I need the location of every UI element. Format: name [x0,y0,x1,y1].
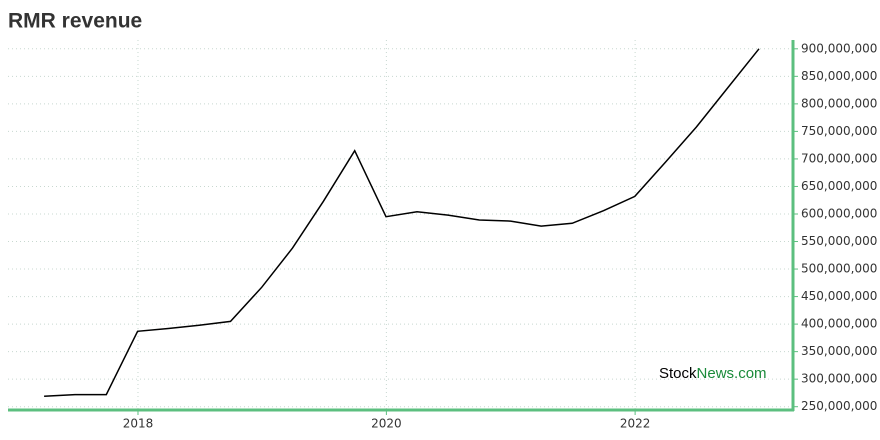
x-tick-label: 2020 [371,417,402,431]
y-tick-label: 550,000,000 [801,234,877,248]
x-tick-label: 2018 [123,417,154,431]
y-tick-label: 350,000,000 [801,344,877,358]
y-tick-label: 750,000,000 [801,124,877,138]
x-tick-label: 2022 [620,417,651,431]
y-tick-label: 850,000,000 [801,69,877,83]
y-tick-label: 600,000,000 [801,206,877,220]
y-tick-label: 650,000,000 [801,179,877,193]
chart-title: RMR revenue [8,10,142,33]
y-tick-label: 400,000,000 [801,317,877,331]
y-tick-label: 500,000,000 [801,262,877,276]
y-tick-label: 250,000,000 [801,399,877,413]
y-tick-label: 300,000,000 [801,372,877,386]
y-tick-label: 800,000,000 [801,96,877,110]
y-tick-label: 450,000,000 [801,289,877,303]
y-tick-label: 700,000,000 [801,151,877,165]
y-tick-label: 900,000,000 [801,41,877,55]
watermark: StockNews.com [659,365,767,382]
series-line [44,48,760,397]
watermark-prefix: Stock [659,365,697,382]
watermark-suffix: News.com [697,365,767,382]
